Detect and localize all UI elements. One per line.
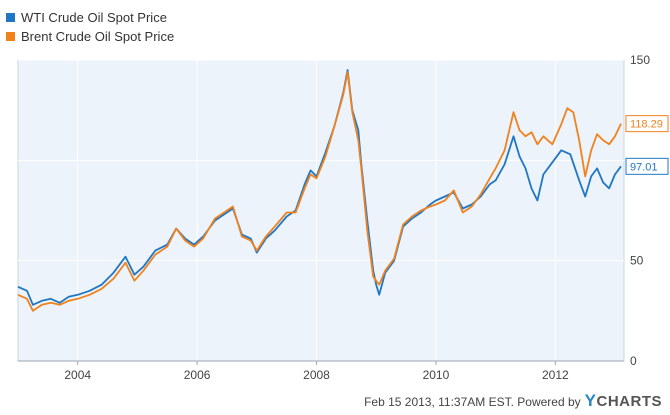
y-tick-label: 0: [630, 354, 637, 368]
chart-legend: WTI Crude Oil Spot Price Brent Crude Oil…: [6, 8, 174, 46]
brent-series-line: [17, 71, 622, 312]
x-tick-label: 2010: [423, 368, 450, 382]
legend-item-wti[interactable]: WTI Crude Oil Spot Price: [6, 8, 174, 27]
chart-footer: Feb 15 2013, 11:37AM EST. Powered by Y C…: [364, 391, 662, 411]
wti-end-value-label: 97.01: [630, 161, 658, 173]
legend-item-brent[interactable]: Brent Crude Oil Spot Price: [6, 27, 174, 46]
y-tick-label: 150: [630, 53, 650, 67]
x-tick-label: 2008: [303, 368, 330, 382]
wti-series-line: [17, 69, 622, 306]
wti-swatch-icon: [6, 13, 15, 22]
brent-swatch-icon: [6, 32, 15, 41]
brent-end-value-label: 118.29: [630, 119, 663, 131]
footer-timestamp: Feb 15 2013, 11:37AM EST. Powered by: [364, 395, 581, 409]
x-tick-label: 2006: [184, 368, 211, 382]
ycharts-logo-text: CHARTS: [596, 393, 662, 410]
end-value-box: [625, 115, 669, 133]
y-tick-label: 50: [630, 254, 644, 268]
ycharts-logo-y: Y: [584, 391, 597, 410]
ycharts-logo[interactable]: Y CHARTS: [585, 391, 662, 411]
x-tick-label: 2012: [542, 368, 569, 382]
plot-area: [17, 59, 625, 362]
legend-label-brent: Brent Crude Oil Spot Price: [21, 28, 175, 44]
legend-label-wti: WTI Crude Oil Spot Price: [21, 9, 167, 25]
x-tick-label: 2004: [64, 368, 91, 382]
end-value-box: [625, 157, 669, 175]
